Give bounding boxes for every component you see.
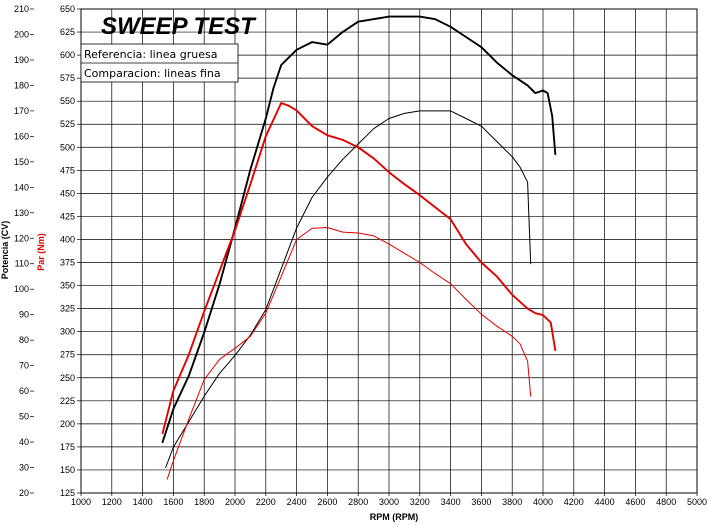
torque-tick-label: 500 — [60, 142, 75, 152]
torque-tick-label: 525 — [60, 119, 75, 129]
power-tick-label: 210 — [14, 4, 29, 14]
x-tick-label: 1800 — [194, 497, 214, 507]
x-tick-label: 4800 — [656, 497, 676, 507]
x-tick-label: 4400 — [595, 497, 615, 507]
torque-tick-label: 650 — [60, 4, 75, 14]
torque-tick-label: 325 — [60, 304, 75, 314]
torque-tick-label: 450 — [60, 188, 75, 198]
axis-ticks: 1000 1200 1400 1600 1800 2000 2200 2400 2600 2800… — [14, 4, 707, 507]
x-tick-label: 2400 — [287, 497, 307, 507]
x-tick-label: 4200 — [564, 497, 584, 507]
legend-entry-comparison: Comparacion: lineas fina — [84, 67, 221, 80]
x-tick-label: 2000 — [225, 497, 245, 507]
power-tick-label: 80 — [19, 335, 29, 345]
power-tick-label: 190 — [14, 55, 29, 65]
legend-entry-reference: Referencia: linea gruesa — [84, 48, 217, 61]
x-tick-label: 4600 — [625, 497, 645, 507]
x-tick-label: 1600 — [163, 497, 183, 507]
power-tick-label: 110 — [15, 259, 29, 269]
power-tick-label: 160 — [14, 131, 29, 141]
power-tick-label: 70 — [19, 361, 29, 371]
series-layer — [161, 15, 557, 480]
torque-tick-label: 300 — [60, 327, 75, 337]
torque-tick-label: 225 — [60, 396, 75, 406]
x-tick-label: 3400 — [441, 497, 461, 507]
torque-tick-label: 350 — [60, 281, 75, 291]
torque-tick-label: 275 — [60, 350, 75, 360]
power-tick-label: 30 — [19, 463, 29, 473]
x-tick-label: 2200 — [256, 497, 276, 507]
torque-tick-label: 550 — [60, 96, 75, 106]
power-tick-label: 200 — [14, 29, 29, 39]
torque-tick-label: 475 — [60, 165, 75, 175]
x-tick-label: 1000 — [71, 497, 91, 507]
torque-tick-label: 375 — [60, 258, 75, 268]
power-tick-label: 130 — [14, 208, 29, 218]
y-axis-label-torque: Par (Nm) — [36, 233, 46, 271]
torque-tick-label: 425 — [60, 211, 75, 221]
power-tick-label: 50 — [19, 412, 29, 422]
torque-curve-comparison — [166, 227, 532, 480]
x-tick-label: 2800 — [348, 497, 368, 507]
x-tick-label: 3600 — [471, 497, 491, 507]
torque-tick-label: 150 — [60, 465, 75, 475]
power-tick-label: 120 — [14, 233, 29, 243]
y-axis-label-power: Potencia (CV) — [0, 221, 10, 280]
torque-tick-label: 625 — [60, 27, 75, 37]
torque-tick-label: 200 — [60, 419, 75, 429]
power-tick-label: 100 — [14, 284, 29, 294]
power-curve-comparison — [165, 110, 532, 468]
torque-tick-label: 575 — [60, 73, 75, 83]
x-tick-label: 1200 — [102, 497, 122, 507]
power-tick-label: 60 — [19, 386, 29, 396]
torque-curve-reference — [161, 102, 557, 435]
torque-tick-label: 175 — [60, 442, 75, 452]
torque-tick-label: 600 — [60, 50, 75, 60]
torque-tick-label: 250 — [60, 373, 75, 383]
x-tick-label: 3800 — [502, 497, 522, 507]
power-tick-label: 180 — [14, 80, 29, 90]
power-tick-label: 20 — [19, 488, 29, 498]
power-tick-label: 40 — [19, 437, 29, 447]
power-tick-label: 150 — [14, 157, 29, 167]
x-axis-label: RPM (RPM) — [370, 512, 419, 522]
power-tick-label: 90 — [19, 310, 29, 320]
x-tick-label: 3200 — [410, 497, 430, 507]
chart-title: SWEEP TEST — [101, 13, 257, 40]
x-tick-label: 2600 — [317, 497, 337, 507]
x-tick-label: 1400 — [133, 497, 153, 507]
x-tick-label: 3000 — [379, 497, 399, 507]
power-tick-label: 140 — [14, 182, 29, 192]
x-tick-label: 4000 — [533, 497, 553, 507]
legend: Referencia: linea gruesa Comparacion: li… — [80, 43, 239, 83]
torque-tick-label: 125 — [60, 488, 75, 498]
x-tick-label: 5000 — [687, 497, 707, 507]
power-curve-reference — [161, 15, 557, 444]
power-tick-label: 170 — [14, 106, 29, 116]
torque-tick-label: 400 — [60, 234, 75, 244]
